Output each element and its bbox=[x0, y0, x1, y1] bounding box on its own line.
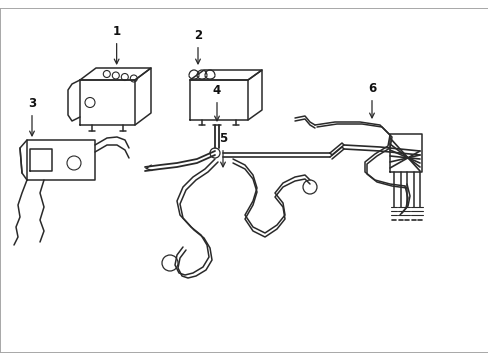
Text: 2: 2 bbox=[194, 29, 202, 64]
Text: 5: 5 bbox=[219, 132, 226, 167]
Text: 6: 6 bbox=[367, 82, 375, 118]
Text: 3: 3 bbox=[28, 97, 36, 136]
Text: 4: 4 bbox=[212, 84, 221, 121]
Text: 1: 1 bbox=[112, 25, 121, 64]
